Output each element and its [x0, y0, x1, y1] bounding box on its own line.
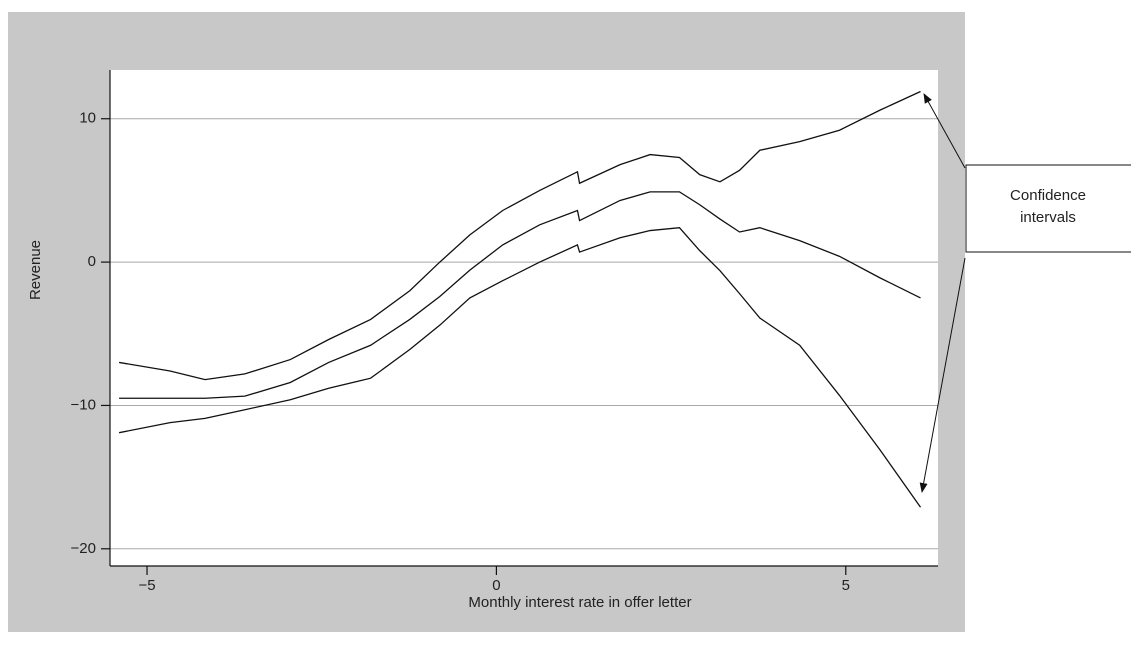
y-axis-title: Revenue — [27, 240, 44, 300]
annotation-arrow — [919, 257, 966, 493]
series-line — [118, 90, 921, 381]
y-tick-label: −20 — [71, 540, 96, 557]
annotation-arrow — [923, 93, 966, 169]
annotation-text: Confidence — [1010, 187, 1086, 204]
y-tick-label: 0 — [88, 253, 96, 270]
series-line — [119, 191, 921, 399]
y-tick-label: −10 — [71, 396, 96, 413]
series-line — [118, 227, 922, 508]
grid — [110, 118, 938, 550]
x-axis-title: Monthly interest rate in offer letter — [468, 594, 691, 611]
x-tick-label: 5 — [842, 577, 850, 594]
plot-area — [110, 70, 938, 566]
x-tick-label: 0 — [492, 577, 500, 594]
x-tick-label: −5 — [138, 577, 155, 594]
annotation-box — [965, 164, 1131, 253]
annotation-text: intervals — [1020, 209, 1076, 226]
y-tick-label: 10 — [79, 110, 96, 127]
